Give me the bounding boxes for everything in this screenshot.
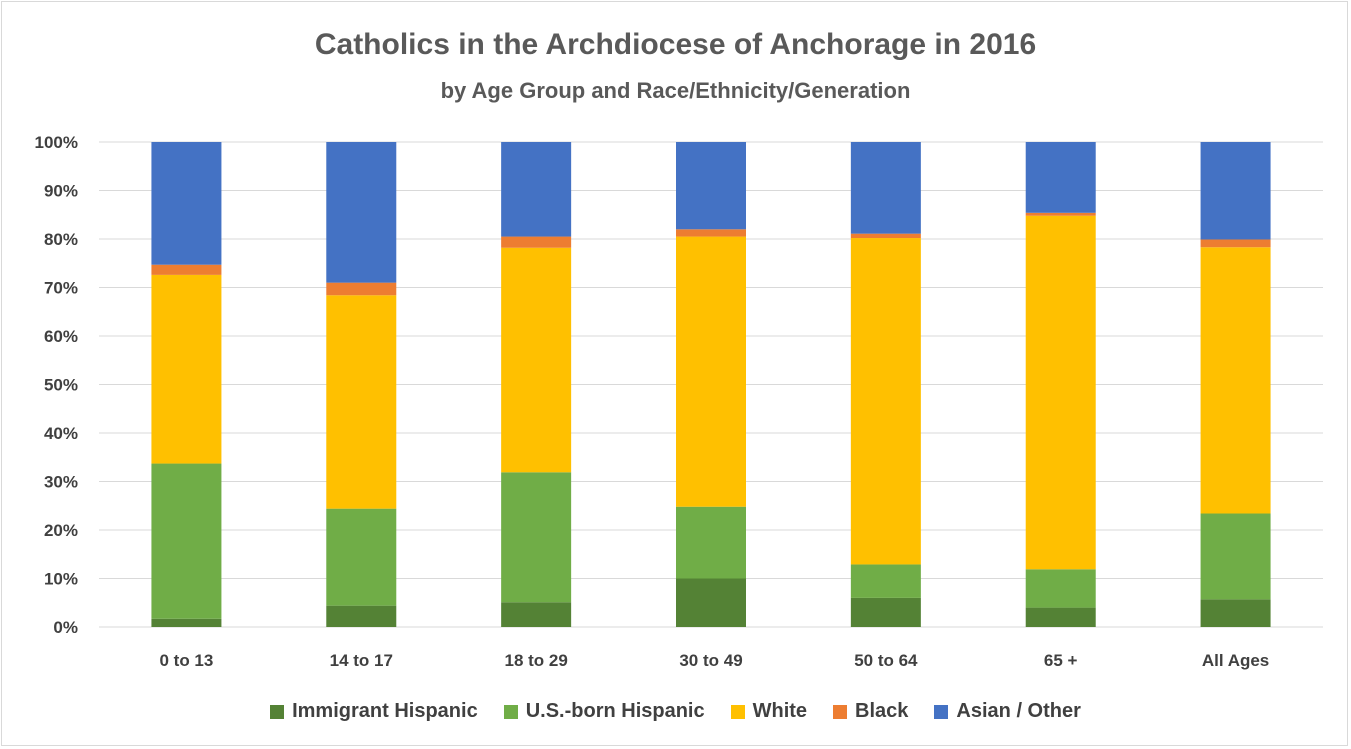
bar-segment [1200, 599, 1271, 627]
y-tick-label: 90% [44, 182, 78, 201]
bar-segment [326, 282, 397, 296]
y-tick-label: 50% [44, 376, 78, 395]
legend-swatch [833, 704, 848, 719]
legend-label: U.S.-born Hispanic [525, 700, 705, 722]
bar-segment [1025, 569, 1096, 608]
bar-segment [326, 142, 397, 283]
x-tick-label: 50 to 64 [854, 651, 918, 670]
bar-segment [326, 295, 397, 509]
legend-label: Black [855, 700, 909, 722]
legend-swatch [503, 704, 518, 719]
y-tick-label: 70% [44, 279, 78, 298]
bar-segment [1025, 215, 1096, 570]
legend-label: White [752, 700, 808, 722]
bar-segment [326, 508, 397, 606]
x-tick-label: All Ages [1202, 651, 1269, 670]
x-tick-label: 65 + [1044, 651, 1078, 670]
bar-segment [1025, 212, 1096, 216]
x-tick-label: 0 to 13 [159, 651, 213, 670]
y-tick-label: 10% [44, 570, 78, 589]
bar-segment [1200, 247, 1271, 514]
legend-swatch [934, 704, 949, 719]
legend-item: U.S.-born Hispanic [503, 700, 705, 723]
bar-segment [501, 472, 572, 603]
bar-segment [1025, 142, 1096, 213]
bar-segment [676, 142, 746, 230]
bar-segment [501, 236, 572, 248]
bar-segment [676, 229, 746, 237]
x-tick-label: 30 to 49 [679, 651, 742, 670]
legend-swatch [730, 704, 745, 719]
bar-segment [676, 578, 746, 627]
bar-segment [850, 233, 921, 239]
y-tick-label: 40% [44, 424, 78, 443]
bar-segment [1200, 239, 1271, 248]
bar-segment [151, 463, 222, 619]
bar-segment [151, 264, 222, 275]
bar-segment [501, 142, 572, 237]
bar-segment [676, 506, 746, 579]
y-tick-label: 30% [44, 473, 78, 492]
bar-segment [501, 247, 572, 473]
legend-item: Black [833, 700, 908, 723]
bar-segment [151, 274, 222, 464]
x-tick-label: 14 to 17 [330, 651, 393, 670]
bar-segment [1200, 142, 1271, 240]
bar-segment [850, 238, 921, 565]
y-tick-label: 0% [53, 618, 78, 637]
bar-segment [326, 605, 397, 627]
bar-segment [850, 564, 921, 598]
chart-title: Catholics in the Archdiocese of Anchorag… [314, 28, 1037, 61]
y-tick-label: 60% [44, 327, 78, 346]
y-tick-label: 100% [35, 133, 78, 152]
legend-label: Immigrant Hispanic [292, 700, 478, 722]
bar-segment [850, 142, 921, 234]
bar-segment [1200, 513, 1271, 600]
legend-swatch [270, 704, 285, 719]
bar-segment [1025, 607, 1096, 627]
bar-segment [151, 142, 222, 265]
stacked-bar-chart: 0% 10% 20% 30% 40% 50% 60% 70% 80% 90% 100% 0 to 13… [35, 133, 1323, 670]
legend-item: Immigrant Hispanic [270, 700, 478, 723]
legend-item: Asian / Other [934, 700, 1081, 723]
y-tick-label: 80% [44, 230, 78, 249]
legend-item: White [730, 700, 808, 723]
bar-segment [501, 602, 572, 627]
bar-segment [850, 597, 921, 627]
legend-label: Asian / Other [956, 700, 1081, 722]
x-tick-label: 18 to 29 [504, 651, 567, 670]
y-tick-label: 20% [44, 521, 78, 540]
chart-subtitle: by Age Group and Race/Ethnicity/Generati… [440, 78, 911, 103]
bar-segment [676, 236, 746, 507]
chart-legend: Immigrant Hispanic U.S.-born Hispanic Whit… [0, 700, 1351, 723]
bar-segment [151, 618, 222, 627]
